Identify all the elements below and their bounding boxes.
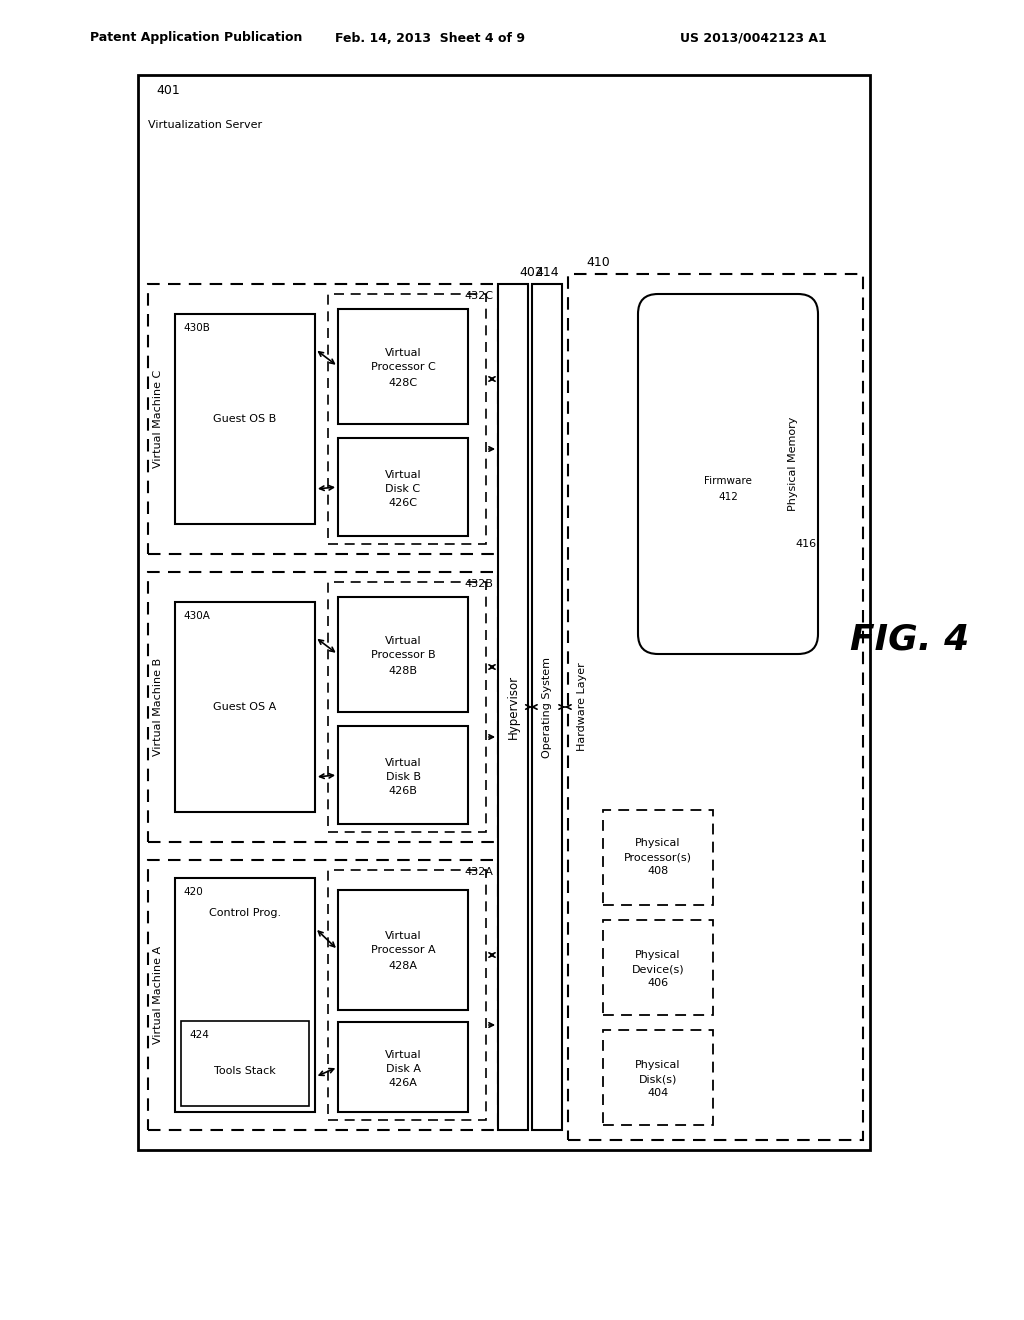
Text: 406: 406 — [647, 978, 669, 989]
Text: 410: 410 — [586, 256, 609, 268]
Text: 432C: 432C — [464, 290, 493, 301]
Text: Hypervisor: Hypervisor — [507, 675, 519, 739]
Bar — [338, 597, 468, 711]
Text: 412: 412 — [718, 492, 738, 502]
Text: 408: 408 — [647, 866, 669, 876]
Text: 402: 402 — [519, 265, 543, 279]
Bar — [603, 920, 713, 1015]
Text: 430B: 430B — [183, 323, 210, 333]
Bar — [338, 890, 468, 1010]
Text: Tools Stack: Tools Stack — [214, 1067, 275, 1077]
Bar — [148, 861, 498, 1130]
Bar — [532, 284, 562, 1130]
Text: Virtual Machine A: Virtual Machine A — [153, 946, 163, 1044]
Bar — [328, 870, 486, 1119]
Bar — [148, 284, 498, 554]
Text: Operating System: Operating System — [542, 656, 552, 758]
Text: Virtual Machine B: Virtual Machine B — [153, 657, 163, 756]
Text: 414: 414 — [536, 265, 559, 279]
Text: US 2013/0042123 A1: US 2013/0042123 A1 — [680, 32, 826, 45]
Text: Disk A: Disk A — [385, 1064, 421, 1074]
Bar — [181, 1020, 309, 1106]
Text: Feb. 14, 2013  Sheet 4 of 9: Feb. 14, 2013 Sheet 4 of 9 — [335, 32, 525, 45]
Text: Virtual: Virtual — [385, 758, 421, 768]
Bar — [328, 582, 486, 832]
Text: Guest OS B: Guest OS B — [213, 414, 276, 424]
Text: Firmware: Firmware — [705, 477, 752, 486]
Text: Disk(s): Disk(s) — [639, 1074, 677, 1085]
Text: Processor C: Processor C — [371, 362, 435, 371]
Text: 404: 404 — [647, 1089, 669, 1098]
Text: Control Prog.: Control Prog. — [209, 908, 281, 917]
FancyBboxPatch shape — [638, 294, 818, 653]
Bar — [138, 75, 870, 1150]
Text: Disk C: Disk C — [385, 484, 421, 494]
Text: Guest OS A: Guest OS A — [213, 702, 276, 711]
Bar — [175, 314, 315, 524]
Text: Virtual: Virtual — [385, 1049, 421, 1060]
Text: Virtual Machine C: Virtual Machine C — [153, 370, 163, 469]
Bar — [175, 878, 315, 1111]
Text: Virtualization Server: Virtualization Server — [148, 120, 262, 129]
Text: 432B: 432B — [464, 579, 493, 589]
Bar — [338, 438, 468, 536]
Text: 428A: 428A — [388, 961, 418, 972]
Bar — [328, 294, 486, 544]
Bar — [148, 572, 498, 842]
Bar — [603, 1030, 713, 1125]
Text: Processor B: Processor B — [371, 649, 435, 660]
Text: 428B: 428B — [388, 665, 418, 676]
Bar — [338, 1022, 468, 1111]
Text: Virtual: Virtual — [385, 347, 421, 358]
Text: 426C: 426C — [388, 498, 418, 508]
Text: Physical Memory: Physical Memory — [788, 417, 798, 511]
Text: 428C: 428C — [388, 378, 418, 388]
Bar — [603, 810, 713, 906]
Text: 426A: 426A — [388, 1078, 418, 1088]
Text: Disk B: Disk B — [385, 772, 421, 781]
Text: 420: 420 — [183, 887, 203, 898]
Text: Virtual: Virtual — [385, 470, 421, 480]
Text: 430A: 430A — [183, 611, 210, 620]
Text: Patent Application Publication: Patent Application Publication — [90, 32, 302, 45]
Text: Device(s): Device(s) — [632, 965, 684, 974]
Text: 401: 401 — [156, 84, 180, 98]
Text: Physical: Physical — [635, 838, 681, 849]
Text: Processor(s): Processor(s) — [624, 853, 692, 862]
Bar — [175, 602, 315, 812]
Text: 424: 424 — [189, 1030, 209, 1040]
Text: Virtual: Virtual — [385, 931, 421, 941]
Bar — [338, 309, 468, 424]
Text: Processor A: Processor A — [371, 945, 435, 954]
Text: Physical: Physical — [635, 950, 681, 961]
Text: 432A: 432A — [464, 867, 493, 876]
Bar — [338, 726, 468, 824]
Text: FIG. 4: FIG. 4 — [850, 623, 970, 657]
Bar — [498, 284, 528, 1130]
Text: Hardware Layer: Hardware Layer — [577, 663, 587, 751]
Text: Physical: Physical — [635, 1060, 681, 1071]
Bar — [568, 275, 863, 1140]
Bar — [690, 449, 766, 529]
Text: Virtual: Virtual — [385, 635, 421, 645]
Text: 426B: 426B — [388, 785, 418, 796]
Text: 416: 416 — [796, 539, 816, 549]
